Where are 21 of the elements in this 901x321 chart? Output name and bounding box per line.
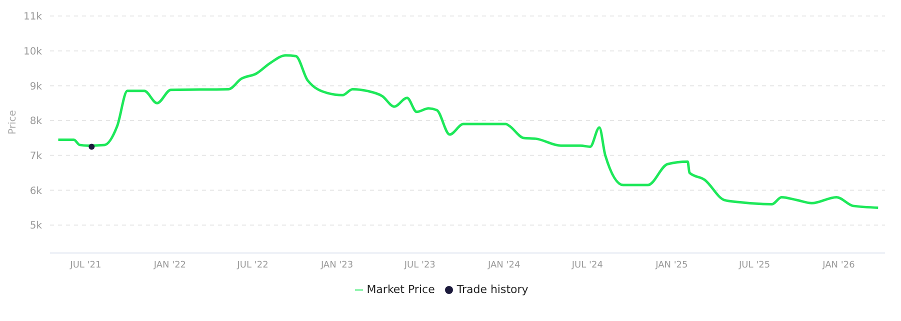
y-tick-label: 7k: [30, 150, 42, 162]
y-tick-label: 8k: [30, 116, 42, 128]
x-tick-label: JUL '23: [403, 260, 436, 270]
line-series: [56, 54, 880, 209]
y-tick-label: 9k: [30, 81, 42, 92]
x-tick-label: JAN '23: [320, 260, 354, 270]
x-tick-label: JAN '26: [822, 260, 856, 270]
legend-label: Trade history: [456, 283, 528, 296]
x-tick-label: JUL '25: [738, 260, 770, 270]
y-tick-label: 6k: [30, 186, 42, 197]
legend-label: Market Price: [366, 283, 435, 296]
x-tick-label: JUL '22: [236, 260, 268, 270]
y-tick-label: 11k: [23, 12, 42, 23]
x-tick-label: JAN '24: [487, 260, 520, 270]
y-axis-title: Price: [8, 110, 19, 134]
x-tick-label: JUL '21: [69, 260, 102, 270]
y-tick-label: 10k: [23, 46, 42, 58]
x-tick-label: JAN '22: [152, 260, 186, 270]
y-tick-label: 5k: [30, 220, 42, 232]
x-tick-label: JAN '25: [654, 260, 688, 270]
x-tick-label: JUL '24: [570, 260, 604, 270]
